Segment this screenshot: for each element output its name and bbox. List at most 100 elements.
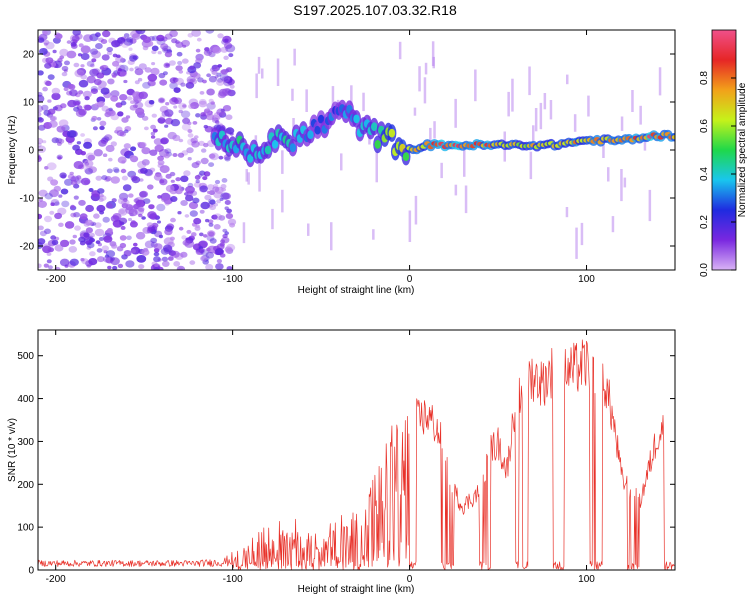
noise-cell: [44, 192, 53, 200]
noise-cell: [144, 240, 155, 249]
noise-cell: [157, 159, 165, 166]
noise-cell: [93, 78, 102, 86]
streak-cell: [424, 62, 428, 75]
noise-cell: [44, 62, 52, 69]
ridge-cell: [307, 130, 314, 140]
noise-cell: [116, 130, 125, 137]
streak-cell: [620, 116, 624, 131]
noise-cell: [199, 232, 204, 237]
noise-cell: [163, 244, 173, 252]
noise-cell: [117, 68, 122, 72]
noise-cell: [129, 104, 137, 111]
snr-x-axis-label: Height of straight line (km): [298, 584, 415, 595]
noise-cell: [175, 77, 184, 85]
noise-cell: [182, 104, 187, 108]
noise-cell: [141, 249, 150, 256]
noise-cell: [208, 222, 214, 227]
ridge-cell: [671, 135, 675, 140]
noise-cell: [121, 175, 128, 181]
noise-cell: [38, 105, 44, 113]
noise-cell: [144, 126, 149, 131]
noise-cell: [38, 198, 43, 202]
noise-cell: [60, 188, 69, 195]
noise-cell: [137, 161, 147, 169]
x-tick-label: 100: [578, 574, 595, 585]
snr-series-line: [38, 339, 675, 570]
noise-cell: [161, 256, 168, 262]
noise-cell: [202, 176, 208, 181]
noise-cell: [118, 217, 128, 225]
streak-cell: [423, 77, 427, 104]
noise-cell: [149, 167, 156, 173]
noise-cell: [157, 117, 166, 124]
streak-cell: [307, 223, 310, 236]
noise-cell: [39, 230, 47, 237]
colorbar-tick-label: 0.0: [699, 263, 710, 277]
noise-cell: [187, 157, 192, 161]
noise-cell: [166, 223, 175, 230]
streak-cell: [255, 73, 258, 99]
streak-cell: [573, 114, 577, 132]
noise-cell: [219, 197, 224, 201]
noise-cell: [221, 187, 227, 192]
noise-cell: [176, 51, 183, 57]
noise-cell: [90, 85, 99, 92]
noise-cell: [54, 104, 63, 112]
streak-cell: [543, 93, 547, 110]
noise-cell: [164, 124, 169, 128]
noise-cell: [42, 243, 51, 251]
noise-cell: [90, 48, 98, 55]
streak-cell: [398, 41, 402, 60]
noise-cell: [111, 243, 118, 249]
noise-cell: [190, 102, 200, 109]
noise-cell: [85, 227, 93, 234]
noise-cell: [78, 199, 86, 206]
noise-cell: [110, 113, 119, 121]
spectrogram-cells: [38, 30, 675, 270]
noise-cell: [83, 166, 94, 174]
noise-cell: [126, 96, 133, 101]
noise-cell: [86, 242, 95, 249]
noise-cell: [216, 259, 222, 264]
noise-cell: [61, 126, 66, 131]
noise-cell: [218, 215, 226, 221]
noise-cell: [83, 159, 94, 168]
noise-cell: [199, 91, 205, 95]
noise-cell: [103, 235, 113, 243]
noise-cell: [180, 251, 188, 258]
y-tick-label: 20: [23, 50, 35, 61]
noise-cell: [123, 33, 130, 38]
streak-cell: [631, 90, 634, 112]
noise-cell: [208, 98, 214, 103]
y-tick-label: 500: [17, 351, 34, 362]
noise-cell: [79, 213, 88, 220]
noise-cell: [38, 225, 44, 231]
noise-cell: [157, 51, 162, 55]
noise-cell: [170, 196, 178, 202]
noise-cell: [225, 44, 236, 53]
noise-cell: [102, 136, 110, 143]
ridge-cell: [317, 114, 325, 124]
noise-cell: [157, 155, 165, 161]
noise-cell: [164, 109, 174, 117]
noise-cell: [50, 179, 59, 186]
streak-cell: [565, 207, 569, 218]
noise-cell: [42, 140, 47, 144]
streak-cell: [534, 108, 538, 132]
y-tick-label: 200: [17, 480, 34, 491]
noise-cell: [59, 258, 70, 267]
noise-cell: [187, 129, 193, 133]
noise-cell: [86, 60, 95, 67]
y-tick-label: -20: [20, 242, 35, 253]
noise-cell: [89, 251, 96, 257]
noise-cell: [94, 228, 105, 237]
noise-cell: [69, 239, 76, 245]
noise-cell: [203, 49, 212, 56]
noise-cell: [120, 100, 127, 106]
noise-cell: [220, 184, 227, 189]
streak-cell: [245, 169, 248, 182]
noise-cell: [157, 195, 162, 199]
noise-cell: [205, 218, 210, 223]
noise-cell: [198, 248, 205, 254]
